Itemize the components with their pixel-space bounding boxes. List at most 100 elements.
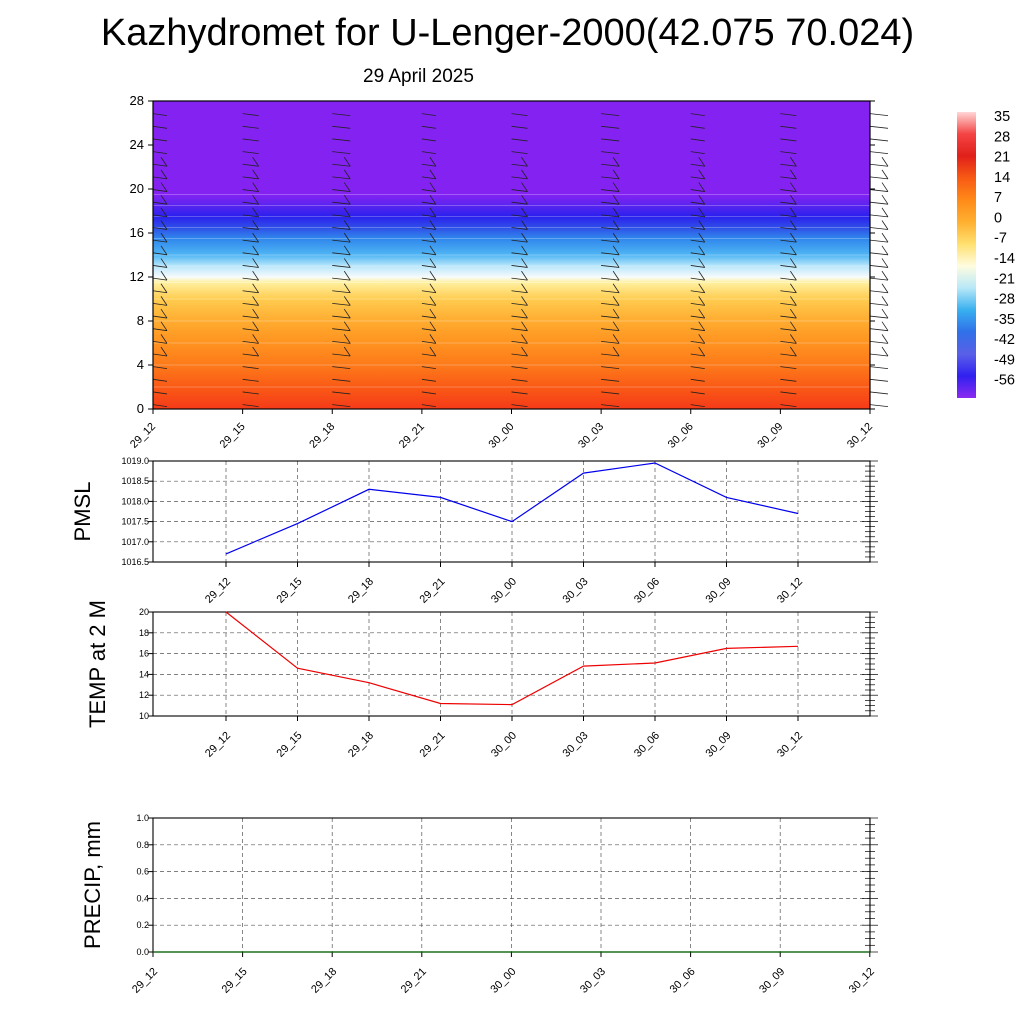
wind-barb-flag: [429, 232, 437, 243]
wind-barb: [690, 151, 705, 154]
wind-barb-flag: [252, 334, 259, 344]
wind-barb: [690, 303, 705, 306]
wind-barb-column: [332, 113, 351, 407]
wind-barb: [869, 113, 889, 117]
wind-barb: [690, 227, 705, 230]
colorbar-label: -49: [994, 352, 1015, 368]
wind-barb-flag: [698, 220, 706, 230]
wind-barb-flag: [429, 182, 437, 192]
wind-barb-flag: [160, 207, 168, 218]
wind-barb-flag: [343, 157, 351, 167]
wind-barb: [242, 353, 259, 357]
wind-barb-flag: [160, 334, 168, 344]
wind-barb: [421, 189, 436, 192]
x-tick-label: 29_21: [399, 966, 429, 996]
wind-barb-flag: [521, 182, 528, 192]
temp-2m-chart: 10 12 14 16 18 20 29_12 29_15 29_18 29_21 30_00 30_…: [85, 600, 878, 760]
wind-barb-flag: [521, 220, 528, 230]
wind-barb: [690, 189, 705, 192]
wind-barb-flag: [343, 232, 351, 243]
wind-barb-flag: [343, 207, 351, 218]
colorbar-label: 35: [994, 109, 1010, 125]
wind-barb: [511, 303, 528, 306]
wind-barb: [421, 113, 436, 117]
wind-barb-flag: [698, 207, 706, 218]
wind-barb-flag: [521, 169, 528, 180]
wind-barb: [332, 366, 351, 370]
wind-barb-flag: [521, 207, 528, 218]
wind-barb-flag: [252, 169, 259, 180]
wind-barb: [690, 391, 705, 395]
wind-barb: [601, 113, 620, 117]
wind-barb: [690, 125, 705, 129]
heatmap-x-tick-label: 29_12: [128, 421, 158, 451]
wind-barb: [601, 252, 620, 256]
heatmap-x-tick-label: 30_09: [755, 421, 785, 451]
wind-barb: [780, 328, 797, 332]
wind-barb: [511, 404, 528, 407]
wind-barb: [332, 290, 351, 294]
wind-barb: [869, 378, 889, 382]
wind-barb-flag: [612, 321, 620, 331]
wind-barb-flag: [612, 245, 620, 256]
wind-barb: [421, 366, 436, 370]
y-tick-label: 0.2: [136, 920, 149, 930]
wind-barb: [601, 163, 620, 167]
wind-barb: [511, 391, 528, 395]
wind-barb-flag: [698, 334, 706, 344]
wind-barb-column: [780, 113, 797, 407]
wind-barb: [690, 113, 705, 117]
wind-barb: [242, 252, 259, 256]
wind-barb: [869, 176, 889, 180]
colorbar-label: 7: [994, 190, 1002, 206]
wind-barb-flag: [612, 169, 620, 180]
wind-barb-flag: [429, 283, 437, 293]
page-subtitle: 29 April 2025: [363, 66, 474, 87]
wind-barb: [690, 138, 705, 142]
wind-barb-flag: [343, 283, 351, 293]
y-tick-label: 20: [139, 607, 149, 617]
y-tick-label: 0.6: [136, 867, 149, 877]
wind-barb: [242, 113, 259, 117]
x-tick-label: 30_00: [489, 576, 519, 606]
wind-barb-flag: [521, 346, 528, 357]
wind-barb-flag: [612, 346, 620, 357]
wind-barb: [421, 252, 436, 256]
wind-barb: [869, 404, 889, 407]
wind-barb-flag: [521, 245, 528, 256]
wind-barb-flag: [790, 308, 797, 319]
wind-barb-flag: [343, 296, 351, 306]
wind-barb: [242, 328, 259, 332]
heatmap-y-tick-label: 16: [130, 225, 144, 240]
wind-barb: [869, 340, 889, 344]
wind-barb-flag: [521, 334, 528, 344]
wind-barb: [152, 340, 168, 344]
wind-barb: [690, 404, 705, 407]
wind-barb: [690, 277, 705, 281]
wind-barb: [332, 113, 351, 117]
wind-barb: [242, 391, 259, 395]
wind-barb: [601, 303, 620, 306]
wind-barb-flag: [252, 270, 259, 281]
colorbar-label: 0: [994, 210, 1002, 226]
wind-barb-flag: [160, 169, 168, 180]
wind-barb: [780, 125, 797, 129]
wind-barb: [601, 239, 620, 243]
wind-barb: [601, 138, 620, 142]
wind-barb-flag: [698, 321, 706, 331]
x-tick-label: 29_12: [130, 966, 160, 996]
wind-barb: [421, 138, 436, 142]
wind-barb-flag: [160, 245, 168, 256]
wind-barb: [242, 176, 259, 180]
colorbar-legend: 35 28 21 14 7 0 -7 -14 -21 -28 -35 -42 -49 -56: [957, 109, 1015, 398]
wind-barb-flag: [698, 258, 706, 268]
wind-barb-flag: [343, 258, 351, 268]
wind-barb-flag: [698, 232, 706, 243]
wind-barb: [152, 366, 168, 370]
y-tick-label: 10: [139, 711, 149, 721]
y-tick-label: 14: [139, 669, 149, 679]
wind-barb: [601, 353, 620, 357]
wind-barb: [511, 113, 528, 117]
wind-barb: [332, 340, 351, 344]
heatmap-y-tick-label: 4: [137, 357, 144, 372]
